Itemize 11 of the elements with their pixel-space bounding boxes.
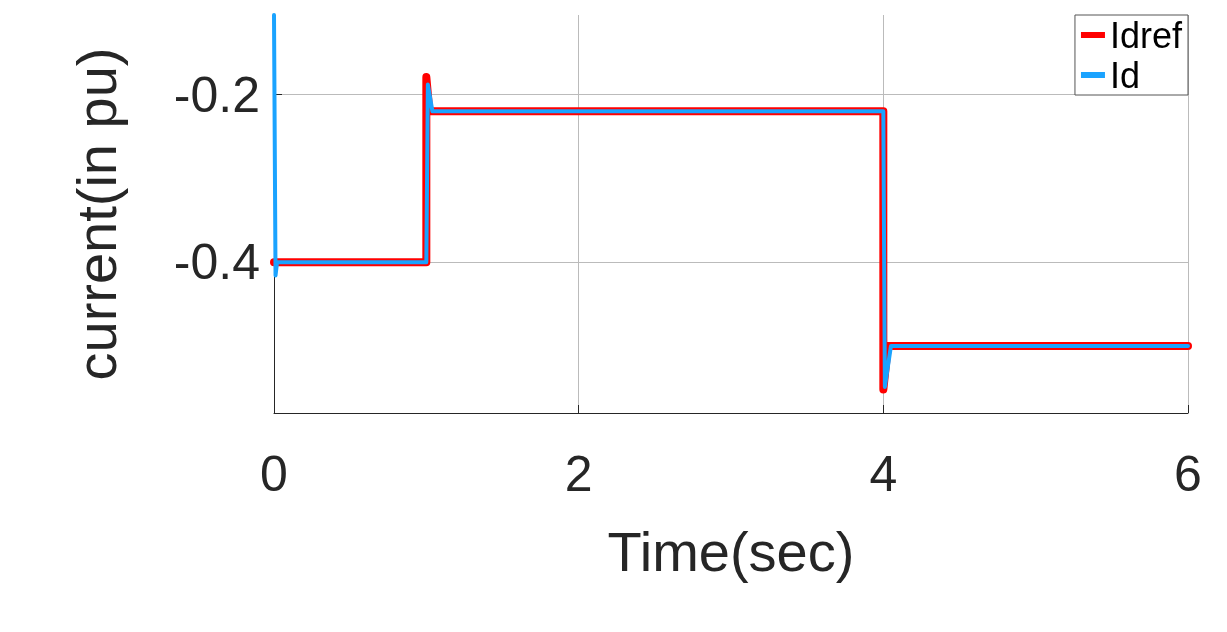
legend-label: Idref — [1109, 14, 1183, 56]
x-tick-label: 0 — [260, 446, 288, 502]
x-tick-label: 4 — [869, 446, 898, 502]
x-tick-label: 2 — [564, 446, 593, 502]
line-series — [272, 13, 1190, 390]
y-tick-label: -0.2 — [173, 66, 260, 123]
x-tick-label: 6 — [1174, 446, 1202, 502]
y-axis-title: current(in pu) — [64, 47, 128, 381]
y-tick-label: -0.4 — [173, 234, 260, 291]
legend-label: Id — [1109, 54, 1140, 96]
x-axis-title: Time(sec) — [607, 519, 855, 583]
